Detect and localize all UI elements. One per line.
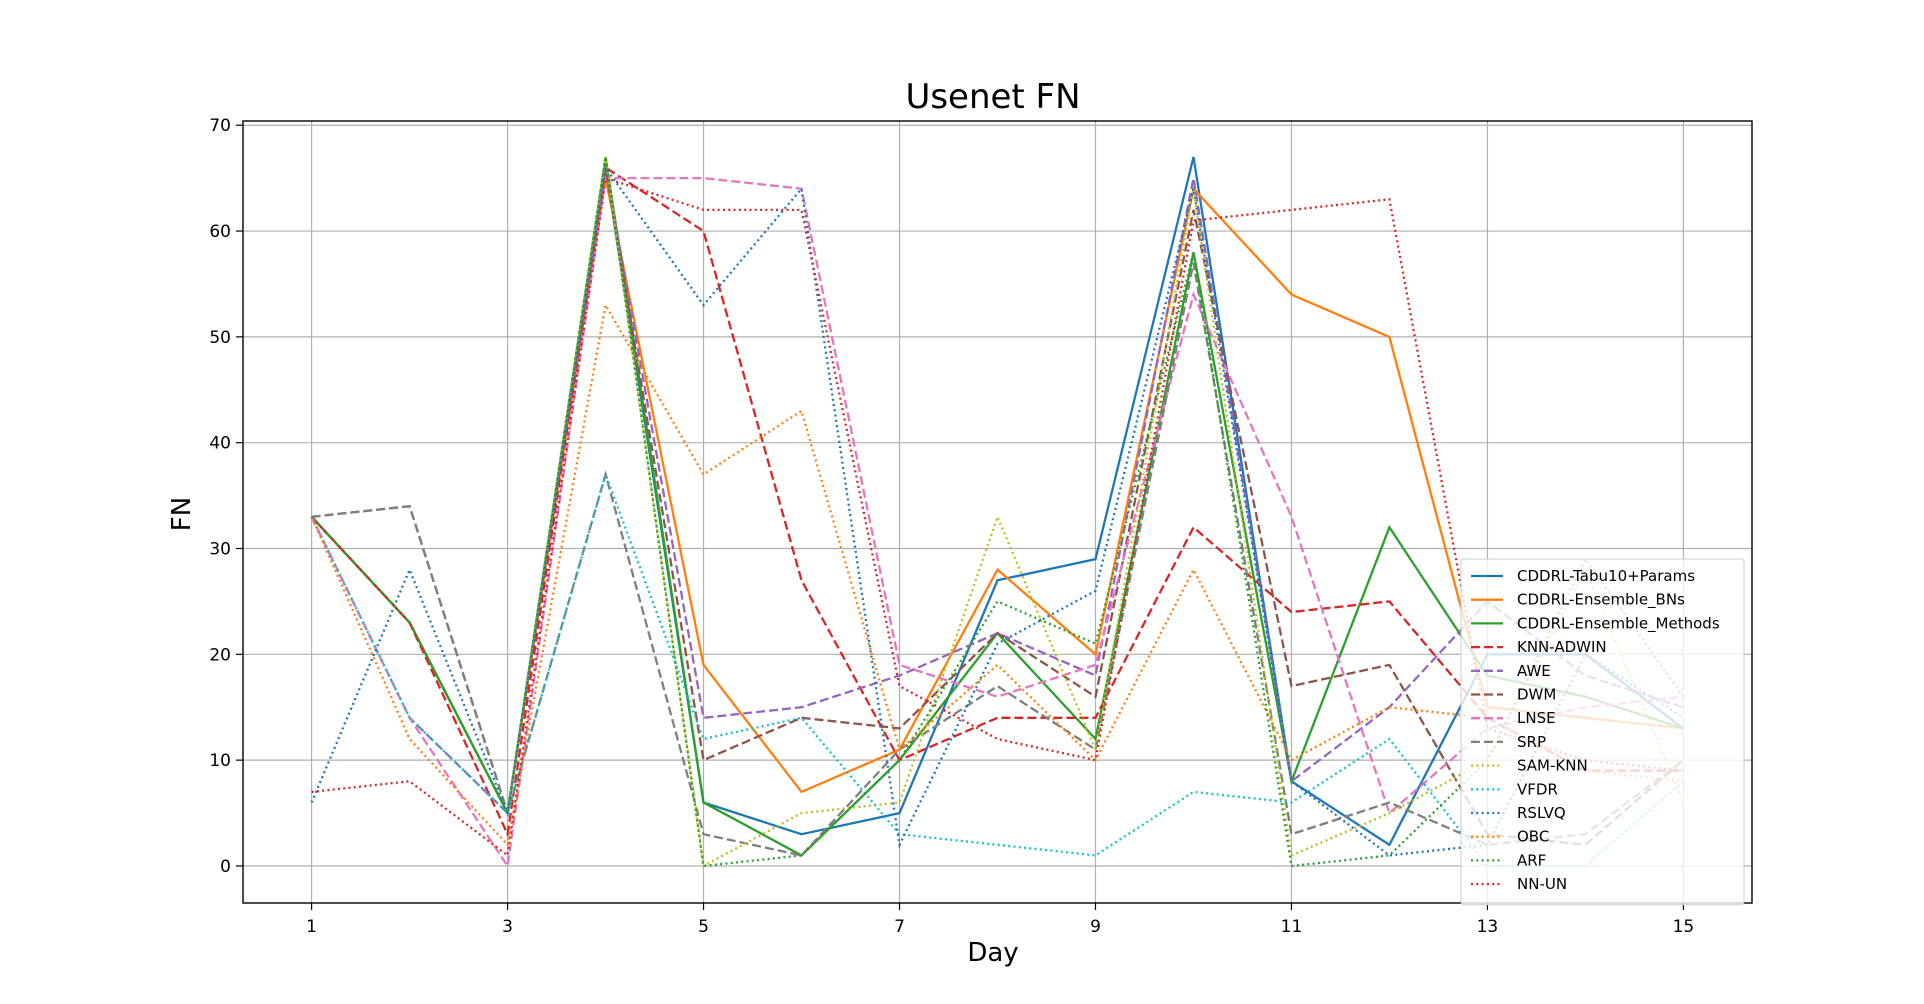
series-layer — [310, 156, 1685, 870]
series-line-7 — [310, 176, 1684, 870]
legend: CDDRL-Tabu10+Params CDDRL-Ensemble_BNs CDD… — [1460, 558, 1745, 906]
x-tick-label: 9 — [1090, 917, 1101, 937]
legend-entry-label: VFDR — [1517, 780, 1558, 798]
series-line-4 — [310, 165, 1684, 839]
legend-entry-label: NN-UN — [1517, 875, 1567, 893]
x-tick-label: 3 — [502, 917, 513, 937]
legend-entry-label: SRP — [1517, 733, 1546, 751]
y-tick-label: 60 — [209, 222, 231, 242]
x-tick-label: 11 — [1281, 917, 1303, 937]
legend-entry-label: CDDRL-Tabu10+Params — [1517, 567, 1695, 585]
legend-entry-label: OBC — [1517, 828, 1549, 846]
legend-entry-label: RSLVQ — [1517, 804, 1566, 822]
x-tick-label: 15 — [1673, 917, 1695, 937]
series-line-11 — [310, 164, 1685, 857]
y-tick-label: 20 — [209, 645, 231, 665]
x-axis-ticks: 1 3 5 7 9 11 13 15 — [306, 903, 1694, 937]
y-tick-label: 70 — [209, 116, 231, 136]
y-axis-ticks: 0 10 20 30 40 50 60 70 — [209, 116, 243, 877]
y-tick-label: 10 — [209, 751, 231, 771]
x-tick-label: 5 — [698, 917, 709, 937]
legend-entry-label: CDDRL-Ensemble_Methods — [1517, 614, 1720, 633]
y-tick-label: 40 — [209, 434, 231, 454]
series-line-10 — [310, 470, 1685, 868]
series-line-9 — [310, 156, 1685, 868]
legend-entry-label: LNSE — [1517, 709, 1556, 727]
legend-entry-label: ARF — [1517, 851, 1546, 869]
series-line-13 — [310, 156, 1685, 868]
x-tick-label: 1 — [306, 917, 317, 937]
y-tick-label: 50 — [209, 328, 231, 348]
plot-area-frame — [242, 120, 1753, 904]
legend-entry-label: SAM-KNN — [1517, 757, 1588, 775]
y-tick-label: 0 — [220, 857, 231, 877]
legend-entry-label: CDDRL-Ensemble_BNs — [1517, 591, 1685, 610]
legend-box — [1460, 558, 1745, 906]
y-axis-label: FN — [167, 497, 197, 531]
x-axis-label: Day — [967, 938, 1018, 968]
x-tick-label: 7 — [894, 917, 905, 937]
chart-title: Usenet FN — [905, 77, 1080, 117]
x-tick-label: 13 — [1477, 917, 1499, 937]
legend-entry-label: KNN-ADWIN — [1517, 638, 1607, 656]
legend-entry-label: DWM — [1517, 686, 1556, 704]
y-tick-label: 30 — [209, 540, 231, 560]
legend-entry-label: AWE — [1517, 662, 1551, 680]
